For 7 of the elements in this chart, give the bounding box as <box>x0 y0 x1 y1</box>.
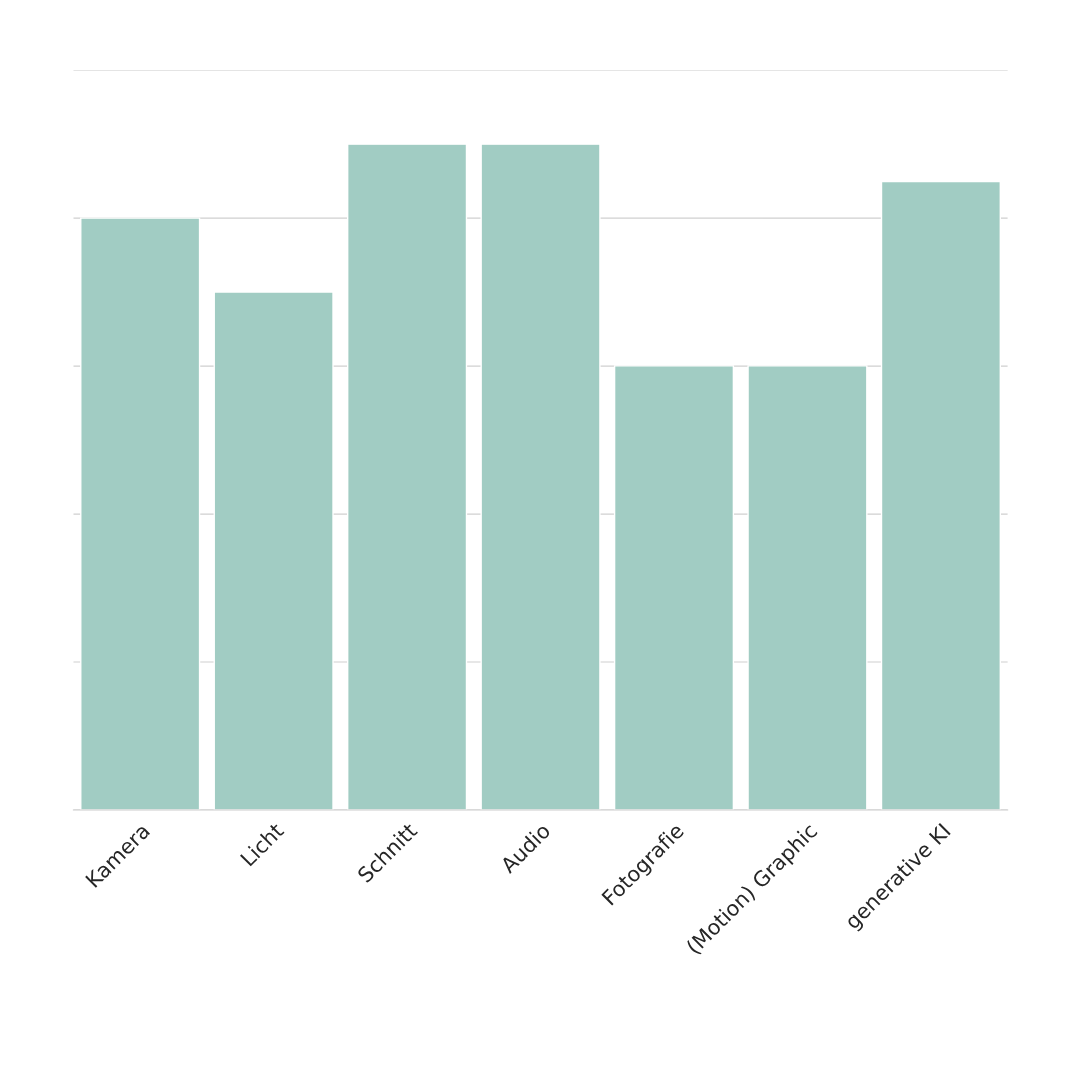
bar <box>80 217 201 810</box>
bar <box>613 365 735 810</box>
bar <box>747 365 868 810</box>
bar <box>213 291 334 810</box>
bar <box>346 143 468 810</box>
bar <box>880 180 1001 810</box>
bar <box>480 143 601 810</box>
